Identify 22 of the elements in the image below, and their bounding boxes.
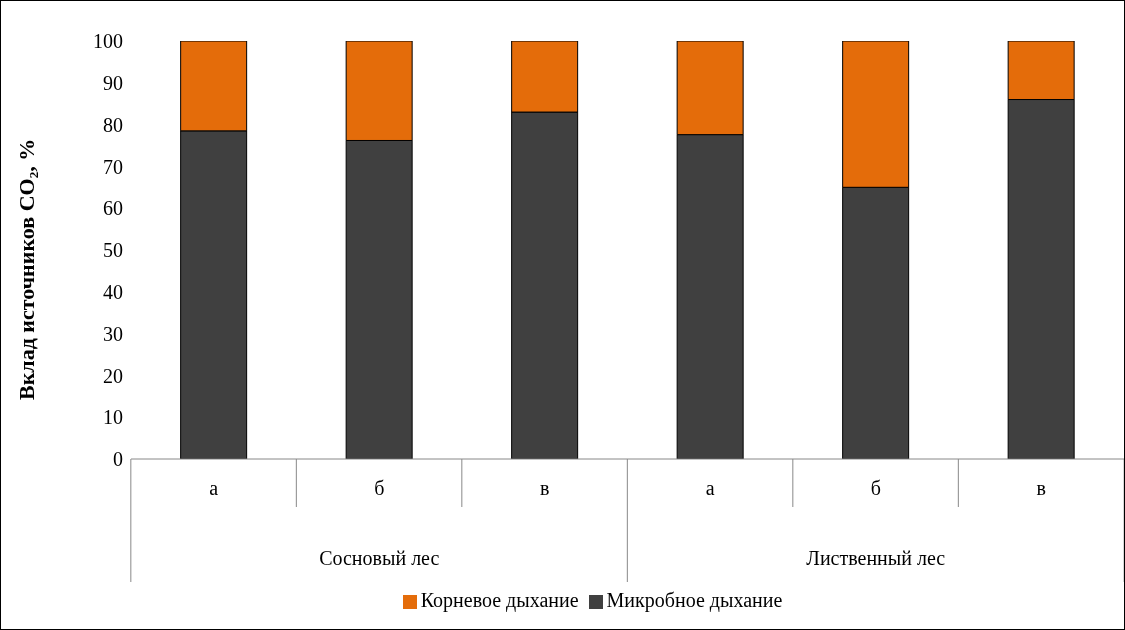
y-tick-label: 10 [103,406,123,429]
y-tick-label: 50 [103,239,123,262]
x-tick-label: в [540,477,550,499]
y-axis-title: Вклад источников CO₂, % [13,138,39,400]
legend-label: Микробное дыхание [606,589,783,611]
y-tick-label: 40 [103,280,123,303]
y-tick-label: 80 [103,113,123,136]
x-tick-label: б [870,477,881,499]
y-tick-label: 100 [93,30,123,53]
x-tick-label: б [374,477,385,499]
x-tick-label: а [705,477,715,499]
y-tick-label: 0 [113,448,123,471]
x-tick-label: в [1036,477,1046,499]
y-tick-label: 20 [103,364,123,387]
y-tick-label: 90 [103,71,123,94]
y-tick-label: 30 [103,322,123,345]
y-tick-label: 70 [103,155,123,178]
legend-label: Корневое дыхание [420,589,579,611]
y-tick-label: 60 [103,197,123,220]
text: Сосновый лес [319,547,440,569]
text: Лиственный лес [806,547,946,569]
x-tick-label: а [209,477,219,499]
